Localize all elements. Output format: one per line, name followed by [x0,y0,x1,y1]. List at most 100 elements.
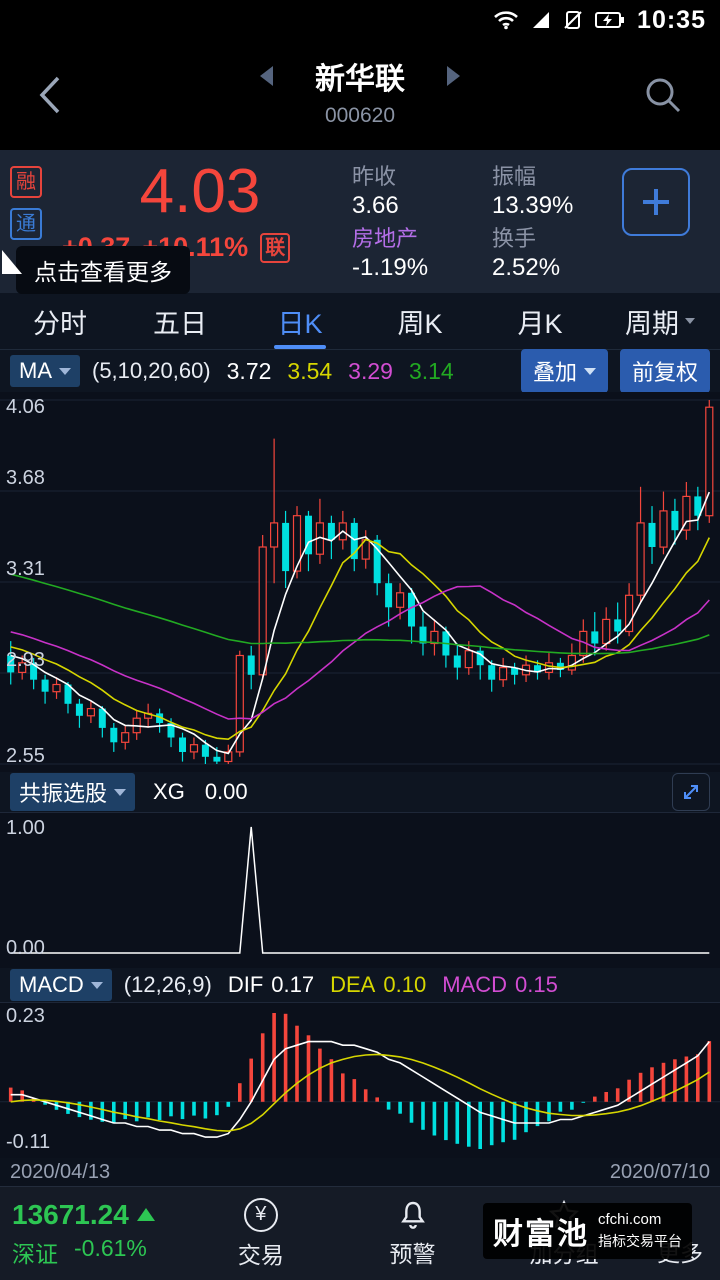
dea-label: DEA [330,972,376,997]
stock-connect-badge[interactable]: 通 [10,208,42,240]
cfchi-watermark: 财富池 cfchi.com 指标交易平台 [483,1203,692,1259]
signal-icon [533,12,550,28]
no-sim-icon [564,11,582,29]
macd-svg [0,1013,720,1149]
tab-monthly-k[interactable]: 月K [517,308,563,339]
end-date: 2020/07/10 [609,1160,710,1183]
chevron-down-icon [59,367,71,375]
macd-chart[interactable]: 0.23 -0.11 [0,1002,720,1158]
forward-adjust-button[interactable]: 前复权 [619,349,710,393]
wifi-icon [494,11,518,30]
xg-svg [10,826,710,954]
macd-params: (12,26,9) [123,972,212,997]
tab-minute[interactable]: 分时 [33,308,87,339]
ma10-value: 3.54 [287,357,333,384]
lian-badge[interactable]: 联 [260,232,291,263]
index-pct: -0.61% [74,1234,147,1261]
date-axis: 2020/04/13 2020/07/10 [0,1158,720,1186]
xg-axis-label: 0.00 [6,937,45,959]
tooltip-text: 点击查看更多 [34,259,172,285]
stat-label-amplitude: 振幅 [492,164,537,189]
ma5-value: 3.72 [226,357,272,384]
stock-code: 000620 [324,104,396,127]
xg-chart[interactable]: 1.00 0.00 [0,812,720,968]
trade-button[interactable]: ¥ 交易 [185,1197,337,1270]
index-name: 深证 [12,1240,58,1267]
stock-name: 新华联 [315,63,405,96]
dea-value: 0.10 [383,972,427,997]
clock: 10:35 [637,5,706,34]
bottom-bar: 13671.24 深证 -0.61% ¥ 交易 预警 加分组 [0,1186,720,1280]
ma-params: (5,10,20,60) [92,358,211,383]
nav-title-block: 新华联 000620 [0,54,720,128]
candlestick-svg [0,399,720,765]
ma20-value: 3.29 [348,357,393,384]
tab-period[interactable]: 周期 [600,293,720,349]
fullscreen-button[interactable] [672,773,710,811]
stat-label-turnover: 换手 [492,226,537,251]
watermark-brand: 财富池 [493,1218,589,1251]
macd-value: 0.15 [514,972,558,997]
battery-icon [595,12,625,28]
watermark-site: cfchi.com [598,1211,662,1228]
overlay-button[interactable]: 叠加 [520,349,608,393]
margin-trading-badge[interactable]: 融 [10,166,42,198]
search-icon[interactable] [642,74,684,116]
stat-value-prev-close: 3.66 [352,192,399,219]
ma-indicator-bar: MA (5,10,20,60) 3.72 3.54 3.29 3.14 叠加 前… [0,349,720,393]
dif-label: DIF [227,972,264,997]
index-summary[interactable]: 13671.24 深证 -0.61% [0,1199,185,1269]
stat-value-sector: -1.19% [352,254,429,281]
chevron-down-icon [114,788,127,796]
chevron-down-icon [583,367,596,375]
chevron-down-icon [685,318,695,324]
nav-bar: 新华联 000620 [0,40,720,150]
xg-selector[interactable]: 共振选股 [10,773,136,811]
prev-stock-icon[interactable] [260,66,273,86]
tab-five-day[interactable]: 五日 [153,308,207,339]
ma-selector[interactable]: MA [10,355,80,387]
active-tab-underline [274,345,326,349]
watermark-tagline: 指标交易平台 [598,1233,682,1249]
price-axis-label: 2.55 [6,745,45,767]
plus-icon [643,189,669,215]
xg-param-value: 0.00 [204,779,248,804]
more-info-tooltip[interactable]: 点击查看更多 [16,246,190,294]
price-axis-label: 4.06 [6,396,45,418]
tab-weekly-k[interactable]: 周K [397,308,443,339]
stat-value-turnover: 2.52% [492,254,561,281]
dif-value: 0.17 [271,972,315,997]
chevron-down-icon [90,981,103,989]
quote-panel: 融 通 4.03 +0.37 +10.11% 联 点击查看更多 昨收 3.66 … [0,150,720,294]
start-date: 2020/04/13 [10,1160,111,1183]
stat-value-amplitude: 13.39% [492,192,574,219]
macd-axis-label: -0.11 [6,1131,51,1153]
market-badges: 融 通 [10,166,42,240]
up-triangle-icon [136,1208,155,1221]
bell-icon [400,1201,425,1229]
stat-label-sector[interactable]: 房地产 [352,226,419,251]
add-to-watchlist-button[interactable] [622,168,690,236]
price-axis-label: 2.93 [6,649,45,672]
xg-param-label: XG [153,779,185,804]
candlestick-chart[interactable]: 4.06 3.68 3.31 2.93 2.55 [0,392,720,772]
macd-selector[interactable]: MACD [10,969,112,1001]
alert-button[interactable]: 预警 [337,1199,489,1269]
status-bar: 10:35 [0,0,720,40]
stat-label-prev-close: 昨收 [352,164,397,189]
price-axis-label: 3.68 [6,466,45,489]
index-value: 13671.24 [12,1198,129,1230]
xg-indicator-bar: 共振选股 XG 0.00 [0,772,720,812]
tab-daily-k[interactable]: 日K [240,293,360,349]
ma60-value: 3.14 [408,357,454,384]
price-axis-label: 3.31 [6,558,45,580]
xg-axis-label: 1.00 [6,817,45,839]
macd-axis-label: 0.23 [6,1005,45,1027]
back-icon[interactable] [34,72,64,118]
next-stock-icon[interactable] [447,66,460,86]
period-tab-bar: 分时 五日 日K 周K 月K 周期 [0,293,720,350]
yen-icon: ¥ [243,1197,278,1232]
macd-label: MACD [442,972,507,997]
expand-diagonal-icon [684,785,698,799]
